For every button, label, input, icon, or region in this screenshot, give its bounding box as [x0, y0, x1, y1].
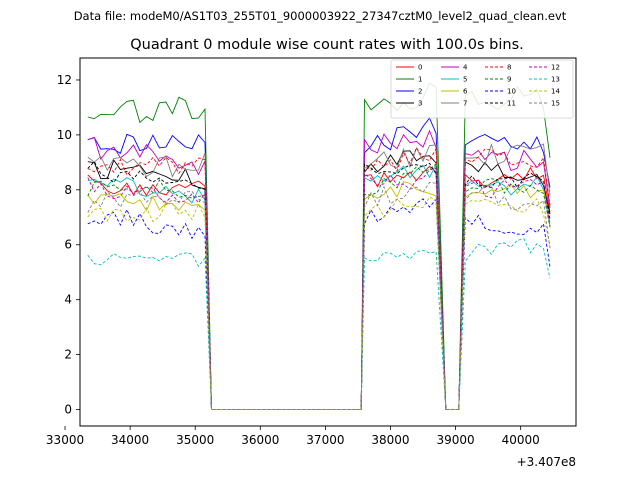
legend-label-10: 10: [507, 88, 516, 96]
series-line-1: [87, 82, 551, 410]
legend-label-13: 13: [551, 76, 560, 84]
x-tick-label-37000: 37000: [306, 433, 344, 447]
series-line-7: [87, 143, 551, 410]
series-line-9: [87, 162, 551, 410]
series-line-6: [87, 181, 551, 410]
x-tick-label-33000: 33000: [46, 433, 84, 447]
legend-label-8: 8: [507, 64, 511, 72]
series-line-5: [87, 162, 551, 410]
y-tick-label-4: 4: [64, 293, 72, 307]
legend-label-15: 15: [551, 100, 560, 108]
legend-label-12: 12: [551, 64, 560, 72]
y-tick-label-6: 6: [64, 238, 72, 252]
legend-label-14: 14: [551, 88, 560, 96]
series-line-0: [87, 165, 551, 410]
x-tick-label-40000: 40000: [502, 433, 540, 447]
legend-box: [390, 59, 574, 119]
series-line-8: [87, 146, 551, 410]
series-line-10: [87, 198, 551, 410]
legend-label-11: 11: [507, 100, 516, 108]
x-offset-label: +3.407e8: [517, 455, 576, 469]
series-line-15: [87, 181, 551, 410]
y-axis: 0 2 4 6 8 10 12: [57, 73, 80, 417]
legend-label-4: 4: [463, 64, 468, 72]
legend-label-1: 1: [418, 76, 422, 84]
x-tick-label-36000: 36000: [241, 433, 279, 447]
legend-label-7: 7: [463, 100, 467, 108]
x-tick-label-39000: 39000: [436, 433, 474, 447]
legend-label-5: 5: [463, 76, 467, 84]
legend-label-3: 3: [418, 100, 422, 108]
data-file-label: Data file: modeM0/AS1T03_255T01_90000039…: [74, 9, 567, 23]
y-tick-label-0: 0: [64, 403, 72, 417]
series-line-3: [87, 150, 551, 410]
plot-frame: [79, 57, 577, 427]
x-axis: 33000 34000 35000 36000 37000 38000 39000 40000: [46, 426, 540, 447]
y-tick-label-8: 8: [64, 183, 72, 197]
chart-title: Quadrant 0 module wise count rates with …: [130, 37, 524, 53]
series-line-2: [87, 117, 551, 410]
y-tick-label-2: 2: [64, 348, 72, 362]
series-line-4: [87, 129, 551, 410]
y-tick-label-12: 12: [57, 73, 72, 87]
series-line-14: [87, 196, 551, 410]
x-tick-label-35000: 35000: [176, 433, 214, 447]
x-tick-label-34000: 34000: [111, 433, 149, 447]
series-line-13: [87, 238, 551, 410]
legend-label-9: 9: [507, 76, 511, 84]
plot-lines: [87, 82, 551, 410]
y-tick-label-10: 10: [57, 128, 72, 142]
series-line-11: [87, 160, 551, 410]
x-tick-label-38000: 38000: [371, 433, 409, 447]
legend-label-2: 2: [418, 88, 422, 96]
legend-label-6: 6: [463, 88, 468, 96]
legend-label-0: 0: [418, 64, 422, 72]
